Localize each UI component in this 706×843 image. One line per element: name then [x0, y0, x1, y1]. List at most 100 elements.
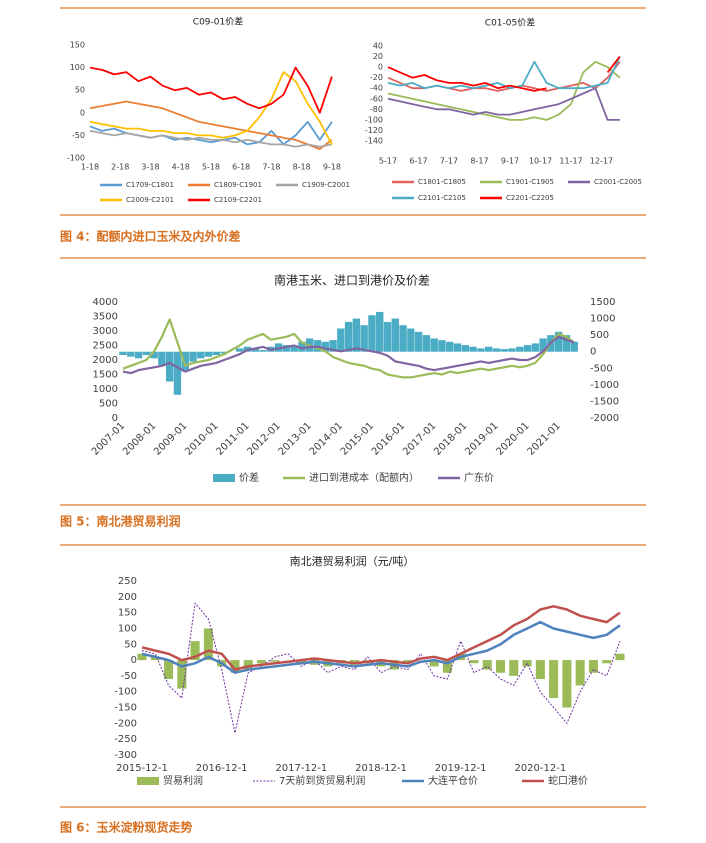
y2-tick-label: 1000 — [590, 314, 615, 325]
bar — [189, 351, 197, 362]
series-line — [89, 130, 333, 148]
bar — [212, 351, 221, 356]
bar — [337, 328, 345, 352]
y-tick-label: 200 — [118, 592, 137, 603]
bar — [554, 331, 563, 352]
bar — [442, 660, 452, 673]
bar — [414, 331, 423, 352]
bar — [243, 660, 253, 670]
y-tick-label: 50 — [75, 86, 85, 95]
y-tick-label: 0 — [80, 108, 85, 117]
y-tick-label: -20 — [370, 73, 383, 82]
bar — [251, 348, 259, 352]
bar — [407, 328, 415, 352]
y-tick-label: 3500 — [93, 312, 118, 323]
bar — [119, 351, 127, 356]
x-tick-label: 9-17 — [501, 157, 519, 166]
y2-tick-label: -1500 — [590, 396, 619, 407]
y-tick-label: 20 — [373, 52, 383, 61]
y-tick-label: -300 — [114, 750, 137, 761]
x-tick-label: 2019-12-1 — [435, 763, 487, 774]
bar — [298, 341, 306, 352]
chart-title: 南港玉米、进口到港价及价差 — [274, 273, 430, 288]
x-tick-label: 2011-01 — [214, 420, 251, 457]
y-tick-label: 2500 — [93, 341, 118, 352]
bar — [531, 343, 540, 352]
x-tick-label: 2009-01 — [152, 420, 189, 457]
x-tick-label: 2018-01 — [432, 420, 469, 457]
bar — [352, 318, 361, 352]
legend-label: C2109-C2201 — [214, 196, 262, 204]
y-tick-label: -100 — [67, 154, 85, 163]
x-tick-label: 2008-01 — [121, 420, 158, 457]
bar — [549, 660, 559, 699]
y-tick-label: 100 — [70, 63, 85, 72]
x-tick-label: 2015-12-1 — [116, 763, 168, 774]
bar — [562, 335, 571, 352]
bar — [203, 628, 213, 661]
bar — [570, 341, 578, 352]
bar — [290, 346, 298, 352]
x-tick-label: 10-17 — [529, 157, 552, 166]
legend-label: C2101-C2105 — [418, 194, 466, 202]
bar — [158, 351, 166, 365]
legend-label: C2001-C2005 — [594, 178, 642, 186]
y2-tick-label: 1500 — [590, 297, 615, 308]
series-line — [387, 56, 621, 90]
x-tick-label: 6-17 — [409, 157, 427, 166]
bar — [429, 660, 439, 667]
x-tick-label: 8-17 — [470, 157, 488, 166]
bar — [535, 660, 545, 680]
bar — [344, 321, 353, 352]
bar — [438, 340, 446, 352]
y-tick-label: 100 — [118, 623, 137, 634]
series-line — [141, 620, 621, 674]
y-tick-label: 0 — [131, 655, 137, 666]
bar — [482, 660, 492, 670]
y2-tick-label: -500 — [590, 363, 613, 374]
y-tick-label: -150 — [114, 703, 137, 714]
x-tick-label: 5-18 — [202, 163, 220, 172]
x-tick-label: 2016-12-1 — [196, 763, 248, 774]
x-tick-label: 2010-01 — [183, 420, 220, 457]
series-line — [122, 318, 575, 379]
legend-label: 大连平仓价 — [428, 774, 478, 787]
y2-tick-label: 0 — [590, 347, 596, 358]
bar — [469, 346, 477, 352]
bar — [296, 660, 306, 664]
y2-tick-label: -2000 — [590, 413, 619, 424]
x-tick-label: 12-17 — [590, 157, 613, 166]
x-tick-label: 3-18 — [141, 163, 159, 172]
bar — [165, 351, 174, 382]
x-tick-label: 7-17 — [440, 157, 458, 166]
bar — [484, 346, 493, 352]
y-tick-label: -60 — [370, 94, 383, 103]
y-tick-label: 500 — [99, 399, 118, 410]
x-tick-label: 2017-01 — [401, 420, 438, 457]
series-line — [89, 66, 333, 114]
y-tick-label: -140 — [365, 137, 383, 146]
bar — [422, 335, 431, 352]
y-tick-label: -250 — [114, 734, 137, 745]
x-tick-label: 2012-01 — [246, 420, 283, 457]
chart-title: 南北港贸易利润（元/吨） — [290, 554, 415, 568]
legend-label: C1801-C1805 — [418, 178, 466, 186]
series-line — [122, 335, 575, 375]
x-tick-label: 1-18 — [81, 163, 99, 172]
y-tick-label: -200 — [114, 718, 137, 729]
bar — [509, 660, 519, 676]
x-tick-label: 2018-12-1 — [355, 763, 407, 774]
bar — [190, 641, 200, 661]
x-tick-label: 2020-12-1 — [514, 763, 566, 774]
x-tick-label: 11-17 — [559, 157, 582, 166]
bar — [150, 351, 158, 359]
y-tick-label: -80 — [370, 105, 383, 114]
bar — [204, 351, 213, 357]
bar — [469, 660, 479, 664]
legend-label: C1909-C2001 — [302, 181, 350, 189]
caption: 图 5：南北港贸易利润 — [60, 514, 181, 529]
series-line — [387, 87, 620, 121]
legend-label: C1809-C1901 — [214, 181, 262, 189]
